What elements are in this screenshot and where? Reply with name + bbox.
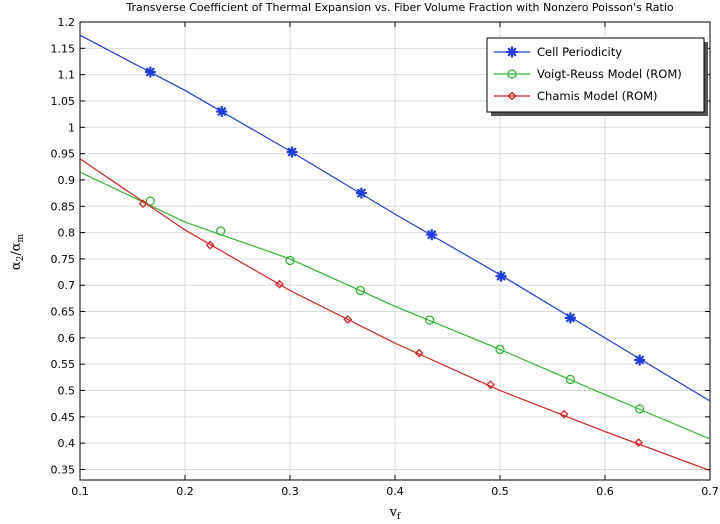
x-tick-label: 0.3 xyxy=(281,485,299,498)
data-point xyxy=(495,344,505,355)
legend-marker xyxy=(507,69,517,79)
x-tick-label: 0.4 xyxy=(386,485,404,498)
y-axis-label-a: α xyxy=(9,261,24,270)
legend-entry: Cell Periodicity xyxy=(494,45,622,59)
data-point xyxy=(145,196,156,206)
data-point xyxy=(286,146,298,158)
y-axis-label-a-sub: 2 xyxy=(16,256,26,262)
data-point xyxy=(138,199,148,209)
legend-entry: Chamis Model (ROM) xyxy=(494,89,658,103)
x-axis-label-main: v xyxy=(389,505,398,520)
data-point xyxy=(635,404,645,414)
y-tick-label: 0.95 xyxy=(51,148,76,161)
y-tick-label: 1.2 xyxy=(58,16,76,29)
series-layer xyxy=(79,34,711,472)
legend-box xyxy=(486,37,705,113)
axis-ticks: 0.1 0.2 0.3 0.4 0.5 0.6 0.7 0.35 0.4 0.45 0.5 0.55 0… xyxy=(51,16,719,498)
legend-label: Voigt-Reuss Model (ROM) xyxy=(537,67,682,81)
legend-marker xyxy=(506,46,518,58)
series-line xyxy=(79,34,711,402)
data-point xyxy=(285,255,295,266)
data-point xyxy=(355,285,366,296)
legend-label: Cell Periodicity xyxy=(537,45,622,59)
y-tick-label: 0.45 xyxy=(51,411,76,424)
data-point xyxy=(424,315,435,325)
y-tick-label: 0.9 xyxy=(58,174,76,187)
y-axis-label-b-sub: m xyxy=(16,233,26,242)
legend-entry: Voigt-Reuss Model (ROM) xyxy=(494,67,682,81)
data-point xyxy=(355,187,367,199)
data-point xyxy=(343,315,353,324)
data-point xyxy=(426,229,438,241)
x-tick-label: 0.1 xyxy=(71,485,89,498)
y-tick-label: 0.55 xyxy=(51,358,76,371)
y-tick-label: 0.85 xyxy=(51,200,76,213)
series-1 xyxy=(79,34,711,402)
data-point xyxy=(634,438,644,448)
x-axis-label: vf xyxy=(389,505,401,522)
x-tick-label: 0.2 xyxy=(176,485,194,498)
x-axis-label-sub: f xyxy=(397,512,401,522)
data-point xyxy=(486,380,495,390)
data-point xyxy=(634,354,646,366)
data-point xyxy=(559,409,569,419)
data-point xyxy=(495,270,507,282)
x-tick-label: 0.7 xyxy=(701,485,719,498)
legend-items: Cell Periodicity Voigt-Reuss Model (ROM) C… xyxy=(494,45,682,103)
y-tick-label: 0.75 xyxy=(51,253,76,266)
y-axis-label: α2/αm xyxy=(9,233,26,270)
y-tick-label: 0.7 xyxy=(58,279,76,292)
y-tick-label: 1.1 xyxy=(58,69,76,82)
series-2 xyxy=(79,171,711,440)
data-point xyxy=(144,66,156,78)
chart-title: Transverse Coefficient of Thermal Expans… xyxy=(125,1,674,14)
data-point xyxy=(216,226,226,236)
data-point xyxy=(205,240,215,250)
data-point xyxy=(414,348,424,358)
y-tick-label: 0.8 xyxy=(58,227,76,240)
y-tick-label: 1.15 xyxy=(51,42,76,55)
series-line xyxy=(79,171,711,440)
y-tick-label: 1 xyxy=(68,121,75,134)
y-tick-label: 0.5 xyxy=(58,385,76,398)
data-point xyxy=(564,312,576,324)
legend: Cell Periodicity Voigt-Reuss Model (ROM) C… xyxy=(486,37,708,116)
data-point xyxy=(216,105,228,117)
legend-marker xyxy=(507,91,517,101)
x-tick-label: 0.6 xyxy=(596,485,614,498)
y-tick-label: 0.6 xyxy=(58,332,76,345)
series-line xyxy=(79,158,711,472)
y-axis-label-sep: / xyxy=(9,251,24,256)
legend-label: Chamis Model (ROM) xyxy=(537,89,658,103)
y-tick-label: 1.05 xyxy=(51,95,76,108)
y-tick-label: 0.4 xyxy=(58,437,76,450)
data-point xyxy=(275,279,284,289)
y-tick-label: 0.35 xyxy=(51,463,76,476)
y-tick-label: 0.65 xyxy=(51,306,76,319)
data-point xyxy=(565,374,575,385)
series-3 xyxy=(79,158,711,472)
x-tick-label: 0.5 xyxy=(491,485,509,498)
y-axis-label-b: α xyxy=(9,242,24,251)
